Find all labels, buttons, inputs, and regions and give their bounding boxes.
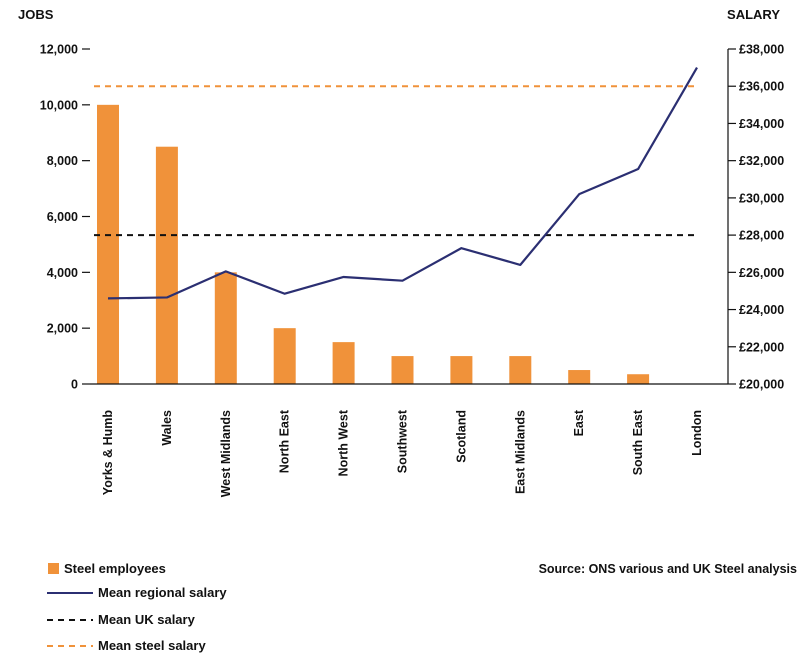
category-label: East [572, 409, 586, 436]
legend-label-mean-uk-salary: Mean UK salary [98, 612, 196, 627]
legend-label-mean-steel-salary: Mean steel salary [98, 638, 206, 653]
bar [627, 374, 650, 384]
category-label: Yorks & Humb [101, 410, 115, 496]
right-axis-tick-label: £20,000 [739, 378, 784, 392]
right-axis-tick-label: £38,000 [739, 43, 784, 57]
category-label: East Midlands [513, 410, 527, 494]
right-axis: £20,000 £22,000 £24,000 £26,000 £28,000 £30,0… [727, 43, 784, 392]
bar [273, 328, 296, 384]
right-axis-tick-label: £36,000 [739, 80, 784, 94]
right-axis-tick-label: £32,000 [739, 154, 784, 168]
right-axis-tick-label: £24,000 [739, 303, 784, 317]
bar [450, 356, 473, 384]
source-note: Source: ONS various and UK Steel analysi… [539, 562, 797, 576]
category-label: North East [278, 409, 292, 473]
category-label: North West [337, 409, 351, 476]
left-axis-tick-label: 10,000 [40, 98, 78, 112]
bar [391, 356, 414, 384]
right-axis-tick-label: £30,000 [739, 191, 784, 205]
legend-swatch-steel-employees [48, 563, 59, 574]
category-label: London [690, 410, 704, 456]
left-axis-title: JOBS [18, 7, 54, 22]
legend-label-mean-regional-salary: Mean regional salary [98, 585, 227, 600]
bar [509, 356, 532, 384]
bar [332, 342, 355, 384]
right-axis-tick-label: £26,000 [739, 266, 784, 280]
left-axis: 0 2,000 4,000 6,000 8,000 10,000 12,000 [40, 43, 90, 392]
right-axis-tick-label: £34,000 [739, 117, 784, 131]
category-label: West Midlands [219, 410, 233, 497]
category-label: Wales [160, 410, 174, 446]
right-axis-tick-label: £28,000 [739, 229, 784, 243]
legend-label-steel-employees: Steel employees [64, 561, 166, 576]
left-axis-tick-label: 0 [71, 378, 78, 392]
bar [155, 146, 178, 384]
left-axis-tick-label: 6,000 [47, 210, 78, 224]
bar [97, 104, 119, 384]
mean-regional-salary-line [107, 67, 698, 300]
right-axis-title: SALARY [727, 7, 780, 22]
category-label: Scotland [454, 410, 468, 463]
left-axis-tick-label: 4,000 [47, 266, 78, 280]
right-axis-tick-label: £22,000 [739, 340, 784, 354]
bar [214, 272, 237, 384]
legend: Steel employees Mean regional salary Mea… [47, 561, 227, 653]
category-labels: Yorks & Humb Wales West Midlands North East… [101, 409, 704, 497]
bars [97, 104, 650, 384]
left-axis-tick-label: 2,000 [47, 322, 78, 336]
bar [568, 370, 591, 384]
category-label: South East [631, 409, 645, 475]
left-axis-tick-label: 8,000 [47, 154, 78, 168]
reference-lines [94, 85, 697, 237]
left-axis-tick-label: 12,000 [40, 43, 78, 57]
category-label: Southwest [396, 409, 410, 473]
salary-line [107, 67, 698, 300]
